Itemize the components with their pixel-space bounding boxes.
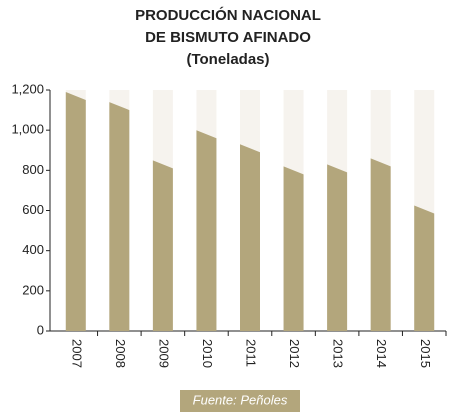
y-tick-label: 400 bbox=[22, 242, 44, 257]
bar bbox=[327, 164, 348, 331]
y-tick-label: 200 bbox=[22, 282, 44, 297]
bar bbox=[152, 160, 173, 331]
chart-title: DE BISMUTO AFINADO bbox=[145, 29, 311, 46]
x-tick-label: 2013 bbox=[331, 339, 346, 368]
bar bbox=[283, 166, 304, 331]
chart-title: PRODUCCIÓN NACIONAL bbox=[135, 6, 321, 24]
bar bbox=[65, 92, 86, 332]
y-tick-label: 600 bbox=[22, 202, 44, 217]
x-tick-label: 2009 bbox=[156, 339, 171, 368]
bar bbox=[240, 144, 260, 331]
y-tick-label: 1,200 bbox=[11, 81, 44, 96]
x-tick-label: 2011 bbox=[244, 339, 259, 367]
x-tick-label: 2008 bbox=[113, 339, 128, 368]
source: Fuente: Peñoles bbox=[193, 392, 288, 407]
source-box bbox=[180, 390, 300, 412]
chart-subtitle: (Toneladas) bbox=[186, 51, 269, 68]
bar bbox=[414, 205, 435, 331]
y-tick-label: 800 bbox=[22, 162, 44, 177]
x-tick-label: 2007 bbox=[69, 339, 84, 368]
y-tick-label: 0 bbox=[37, 322, 44, 337]
x-tick-label: 2015 bbox=[418, 339, 433, 368]
x-tick-label: 2012 bbox=[287, 339, 302, 368]
y-tick-label: 1,000 bbox=[11, 122, 44, 137]
bar bbox=[109, 102, 130, 331]
bar bbox=[196, 130, 217, 331]
x-tick-label: 2014 bbox=[374, 339, 389, 368]
bar bbox=[370, 158, 391, 331]
x-tick-label: 2010 bbox=[200, 339, 215, 368]
